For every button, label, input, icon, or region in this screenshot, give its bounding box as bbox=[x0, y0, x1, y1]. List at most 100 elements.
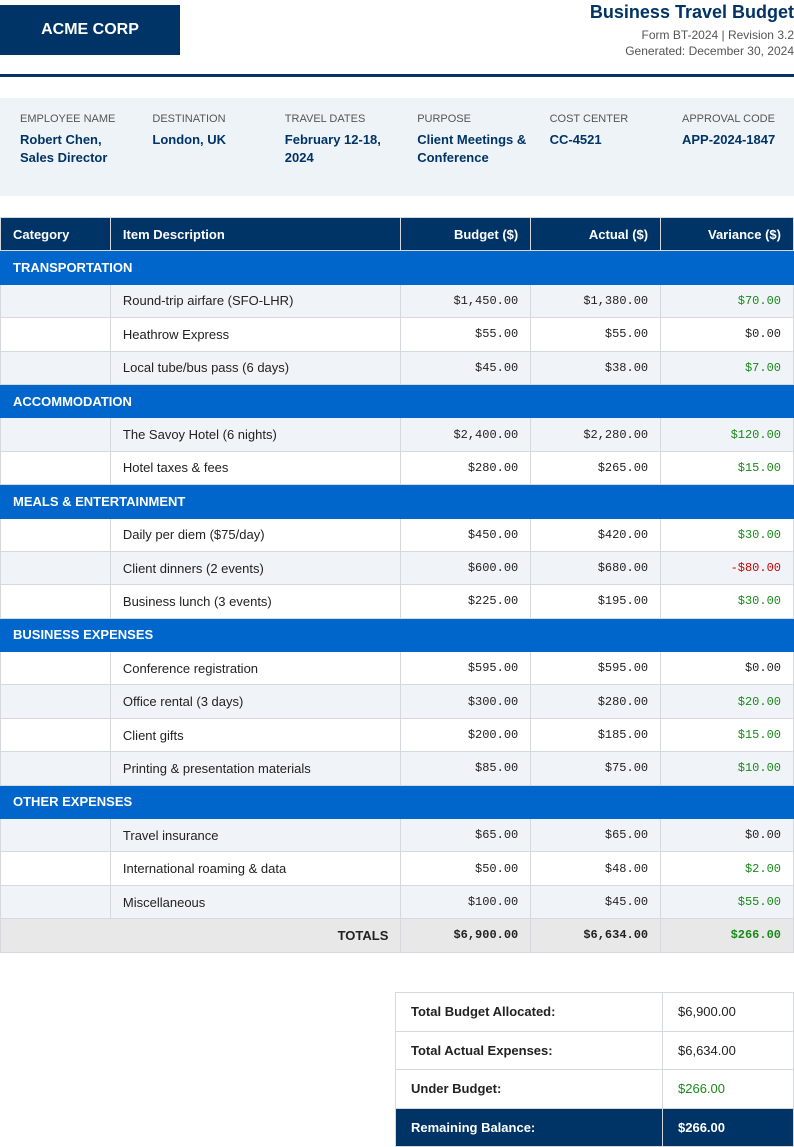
category-cell bbox=[0, 550, 111, 586]
budget-amount: $595.00 bbox=[400, 651, 532, 686]
item-row: International roaming & data $50.00 $48.00… bbox=[0, 851, 794, 886]
table-body: TRANSPORTATION Round-trip airfare (SFO-LH… bbox=[0, 250, 794, 953]
summary-label: Remaining Balance: bbox=[395, 1107, 663, 1147]
info-label: EMPLOYEE NAME bbox=[20, 113, 116, 125]
budget-amount: $1,450.00 bbox=[400, 283, 532, 319]
info-value: February 12-18, 2024 bbox=[284, 132, 381, 165]
info-value: London, UK bbox=[152, 132, 227, 147]
category-cell bbox=[0, 684, 111, 719]
summary-value: $6,900.00 bbox=[662, 992, 794, 1032]
column-header: Actual ($) bbox=[530, 216, 662, 252]
category-cell bbox=[0, 283, 111, 319]
item-row: Local tube/bus pass (6 days) $45.00 $38.00… bbox=[0, 350, 794, 385]
column-header: Budget ($) bbox=[400, 216, 532, 252]
header-rule bbox=[0, 74, 794, 77]
budget-table: Category Item Description Budget ($) Actual… bbox=[0, 216, 794, 953]
column-header: Category bbox=[0, 216, 111, 252]
category-cell bbox=[0, 317, 111, 352]
item-row: Client dinners (2 events) $600.00 $680.00-… bbox=[0, 550, 794, 586]
info-label: TRAVEL DATES bbox=[284, 113, 366, 125]
form-number: Form BT-2024 | Revision 3.2 bbox=[641, 28, 794, 42]
summary-label: Total Actual Expenses: bbox=[395, 1030, 663, 1071]
item-row: Office rental (3 days) $300.00 $280.00 $20.… bbox=[0, 684, 794, 719]
info-label: APPROVAL CODE bbox=[682, 113, 775, 125]
summary-value: $266.00 bbox=[662, 1107, 794, 1147]
section-row: BUSINESS EXPENSES bbox=[0, 617, 794, 653]
budget-amount: $55.00 bbox=[400, 317, 532, 352]
section-row: MEALS & ENTERTAINMENT bbox=[0, 484, 794, 519]
budget-amount: $65.00 bbox=[400, 818, 532, 853]
category-cell bbox=[0, 584, 111, 619]
budget-amount: $450.00 bbox=[400, 517, 532, 552]
budget-amount: $600.00 bbox=[400, 550, 532, 586]
variance-amount: $10.00 bbox=[660, 751, 794, 786]
summary-table: Total Budget Allocated: $6,900.00 Total Ac… bbox=[395, 992, 794, 1147]
title: Business Travel Budget bbox=[589, 2, 794, 22]
actual-amount: $38.00 bbox=[530, 350, 662, 385]
item-row: Hotel taxes & fees $280.00 $265.00 $15.00 bbox=[0, 450, 794, 486]
info-value: Client Meetings & Conference bbox=[417, 132, 527, 165]
item-description: Round-trip airfare (SFO-LHR) bbox=[109, 283, 402, 319]
variance-amount: $15.00 bbox=[660, 717, 794, 753]
item-row: Travel insurance $65.00 $65.00 $0.00 bbox=[0, 818, 794, 853]
summary-value: $6,634.00 bbox=[662, 1030, 794, 1071]
info-item: COST CENTER CC-4521 bbox=[550, 112, 662, 149]
budget-amount: $300.00 bbox=[400, 684, 532, 719]
variance-amount: $70.00 bbox=[660, 283, 794, 319]
section-name: MEALS & ENTERTAINMENT bbox=[0, 484, 794, 519]
category-cell bbox=[0, 651, 111, 686]
summary-value: $266.00 bbox=[662, 1069, 794, 1109]
info-item: EMPLOYEE NAME Robert Chen, Sales Director bbox=[20, 112, 132, 166]
budget-amount: $225.00 bbox=[400, 584, 532, 619]
summary-label: Total Budget Allocated: bbox=[395, 992, 663, 1032]
header-row: Category Item Description Budget ($) Actual… bbox=[0, 216, 794, 252]
actual-amount: $420.00 bbox=[530, 517, 662, 552]
item-row: Daily per diem ($75/day) $450.00 $420.00 $3… bbox=[0, 517, 794, 552]
category-cell bbox=[0, 517, 111, 552]
actual-amount: $1,380.00 bbox=[530, 283, 662, 319]
summary-row: Total Actual Expenses: $6,634.00 bbox=[395, 1030, 794, 1071]
item-description: International roaming & data bbox=[109, 851, 402, 886]
info-item: TRAVEL DATES February 12-18, 2024 bbox=[285, 112, 397, 166]
summary-label: Under Budget: bbox=[395, 1069, 663, 1109]
summary-row: Under Budget: $266.00 bbox=[395, 1069, 794, 1109]
item-row: Printing & presentation materials $85.00 $… bbox=[0, 751, 794, 786]
budget-amount: $85.00 bbox=[400, 751, 532, 786]
variance-amount: $30.00 bbox=[660, 517, 794, 552]
actual-amount: $680.00 bbox=[530, 550, 662, 586]
actual-amount: $55.00 bbox=[530, 317, 662, 352]
item-row: Client gifts $200.00 $185.00 $15.00 bbox=[0, 717, 794, 753]
variance-amount: $30.00 bbox=[660, 584, 794, 619]
item-row: Heathrow Express $55.00 $55.00 $0.00 bbox=[0, 317, 794, 352]
actual-amount: $48.00 bbox=[530, 851, 662, 886]
category-cell bbox=[0, 751, 111, 786]
column-header: Item Description bbox=[109, 216, 402, 252]
item-description: Miscellaneous bbox=[109, 884, 402, 920]
section-row: TRANSPORTATION bbox=[0, 250, 794, 285]
item-description: The Savoy Hotel (6 nights) bbox=[109, 417, 402, 452]
item-description: Local tube/bus pass (6 days) bbox=[109, 350, 402, 385]
budget-amount: $200.00 bbox=[400, 717, 532, 753]
item-row: Miscellaneous $100.00 $45.00 $55.00 bbox=[0, 884, 794, 920]
summary-row: Total Budget Allocated: $6,900.00 bbox=[395, 992, 794, 1032]
actual-amount: $2,280.00 bbox=[530, 417, 662, 452]
total-budget: $6,900.00 bbox=[400, 918, 532, 953]
actual-amount: $65.00 bbox=[530, 818, 662, 853]
section-row: OTHER EXPENSES bbox=[0, 784, 794, 820]
info-label: COST CENTER bbox=[549, 113, 629, 125]
budget-amount: $280.00 bbox=[400, 450, 532, 486]
item-description: Client gifts bbox=[109, 717, 402, 753]
budget-amount: $100.00 bbox=[400, 884, 532, 920]
variance-amount: $20.00 bbox=[660, 684, 794, 719]
category-cell bbox=[0, 350, 111, 385]
section-name: ACCOMMODATION bbox=[0, 383, 794, 419]
actual-amount: $265.00 bbox=[530, 450, 662, 486]
variance-amount: $0.00 bbox=[660, 818, 794, 853]
category-cell bbox=[0, 417, 111, 452]
category-cell bbox=[0, 717, 111, 753]
item-row: Conference registration $595.00 $595.00 $0.… bbox=[0, 651, 794, 686]
section-name: OTHER EXPENSES bbox=[0, 784, 794, 820]
item-description: Conference registration bbox=[109, 651, 402, 686]
